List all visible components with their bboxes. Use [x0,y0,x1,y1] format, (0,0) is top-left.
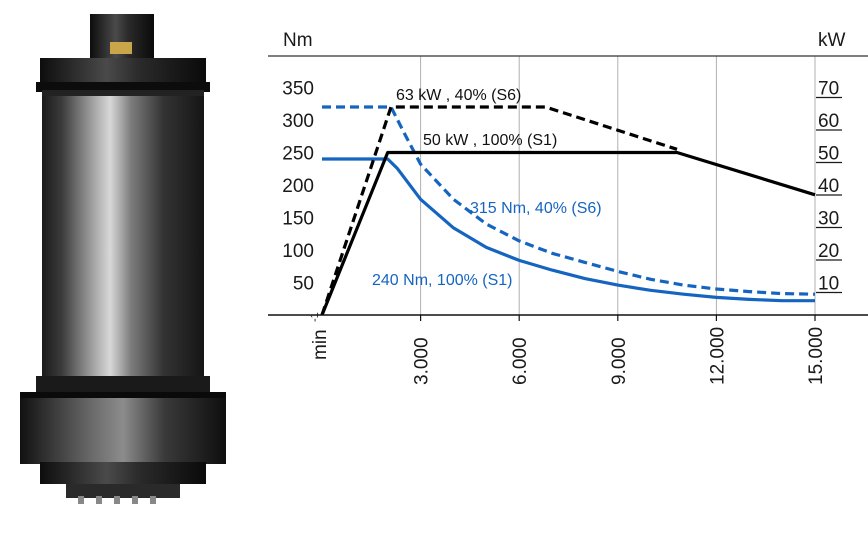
left-tick-label: 250 [282,144,314,165]
series-line [322,105,816,296]
left-axis-title: Nm [283,30,313,51]
svg-text:-1: -1 [309,312,321,322]
top-cap [40,58,206,84]
x-tick-label: 9.000 [609,337,630,385]
flange [20,392,226,464]
series-line [322,157,815,303]
right-tick-label: 20 [818,241,839,262]
left-tick-label: 150 [282,209,314,230]
annotation-315nm: 315 Nm, 40% (S6) [470,200,602,217]
x-tick-label: 6.000 [510,337,531,385]
x-axis-unit: min -1 [309,312,331,360]
right-tick-label: 60 [818,111,839,132]
right-axis-title: kW [818,30,846,51]
left-tick-label: 300 [282,111,314,132]
annotation-63kw: 63 kW , 40% (S6) [396,87,521,104]
right-tick-label: 10 [818,274,839,295]
annotation-50kw: 50 kW , 100% (S1) [423,132,557,149]
chart-series [320,105,816,316]
motor-spindle-illustration [20,14,226,504]
right-tick-label: 30 [818,209,839,230]
left-tick-label: 100 [282,241,314,262]
right-tick-label: 40 [818,176,839,197]
right-tick-label: 50 [818,144,839,165]
chart-grid [268,55,868,315]
series-line [320,105,678,316]
left-tick-label: 200 [282,176,314,197]
left-tick-label: 50 [293,274,314,295]
x-tick-label: 15.000 [806,327,827,385]
svg-text:min: min [310,329,331,360]
annotation-240nm: 240 Nm, 100% (S1) [372,272,513,289]
right-tick-label: 70 [818,79,839,100]
motor-body [42,90,204,380]
x-tick-label: 3.000 [412,337,433,385]
left-tick-label: 350 [282,79,314,100]
x-tick-label: 12.000 [707,327,728,385]
series-line [320,150,816,316]
chart-axes: 50 100 150 200 250 300 350 10 20 30 40 50 60 70 3.000 6… [268,79,868,385]
